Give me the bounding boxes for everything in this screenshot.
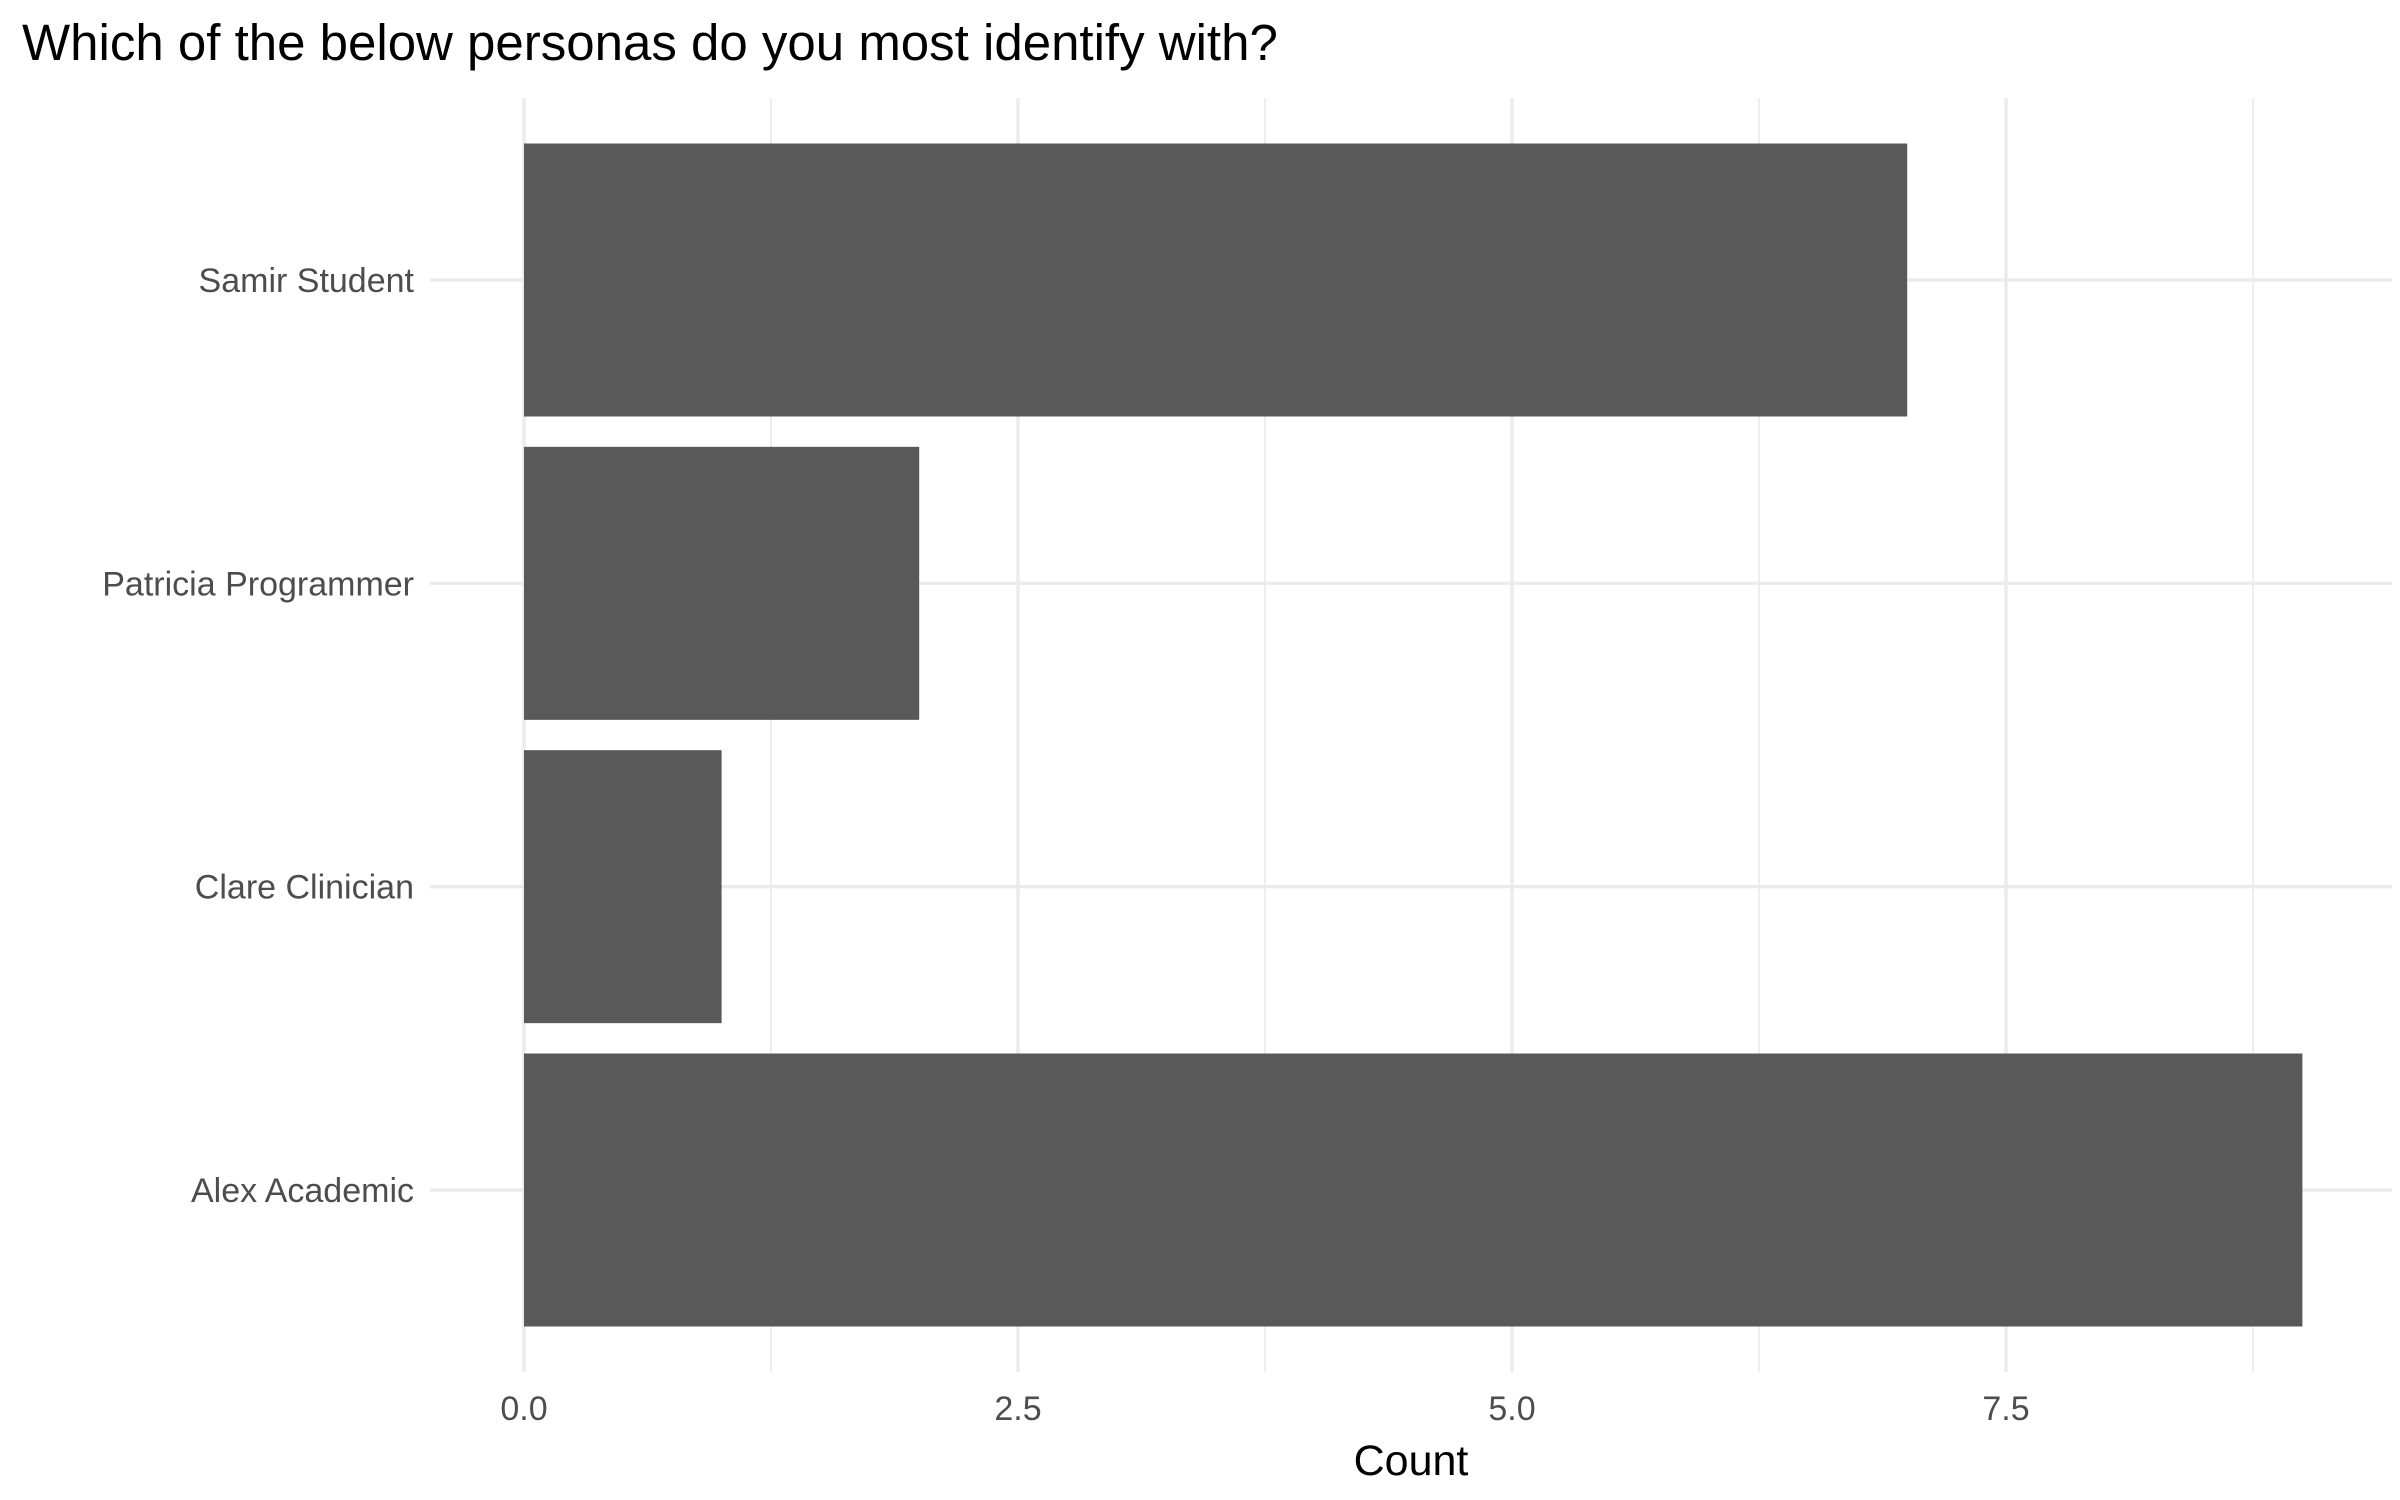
x-tick-label: 5.0	[1488, 1390, 1535, 1428]
category-label: Alex Academic	[191, 1172, 414, 1210]
x-tick-label: 2.5	[994, 1390, 1041, 1428]
bar-clare-clinician	[524, 750, 722, 1024]
bar-patricia-programmer	[524, 446, 920, 720]
chart-title: Which of the below personas do you most …	[22, 14, 1278, 71]
x-axis-title: Count	[1354, 1437, 1469, 1485]
category-label: Patricia Programmer	[102, 565, 414, 603]
x-tick-labels: 0.0 2.5 5.0 7.5	[500, 1390, 2029, 1428]
category-labels: Alex Academic Clare Clinician Patricia Pro…	[102, 262, 414, 1210]
bar-alex-academic	[524, 1053, 2303, 1327]
bar-samir-student	[524, 143, 1908, 417]
x-tick-label: 0.0	[500, 1390, 547, 1428]
category-label: Clare Clinician	[195, 869, 414, 907]
bars	[524, 143, 2303, 1327]
x-tick-label: 7.5	[1982, 1390, 2029, 1428]
category-label: Samir Student	[199, 262, 415, 300]
